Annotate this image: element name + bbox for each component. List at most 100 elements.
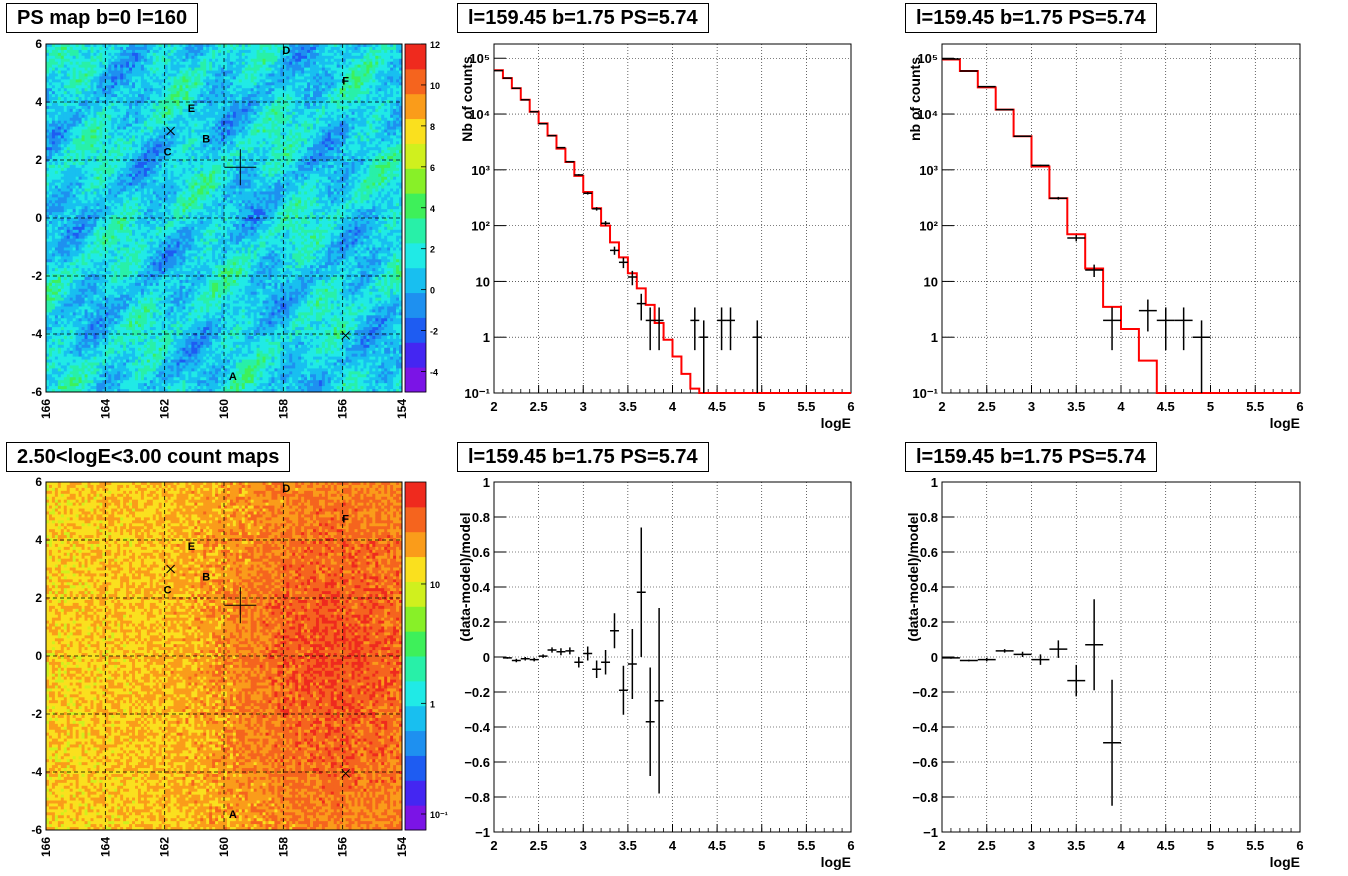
map-y-tick-label: -4 (31, 327, 42, 341)
residual-point (583, 647, 592, 661)
data-point (619, 258, 628, 268)
palette-band (405, 507, 426, 532)
map-y-tick-label: -4 (31, 765, 42, 779)
x-tick-label: 2.5 (978, 399, 996, 414)
y-tick-label: 1 (483, 330, 490, 345)
count-map-title: 2.50<logE<3.00 count maps (6, 442, 290, 472)
x-tick-label: 3 (1028, 399, 1035, 414)
palette-tick-label: 8 (430, 122, 435, 132)
y-tick-label: −0.4 (912, 720, 938, 735)
data-point (548, 135, 557, 136)
palette-band (405, 606, 426, 631)
map-x-tick-label: 166 (39, 837, 53, 857)
palette-tick-label: 12 (430, 40, 440, 50)
map-x-tick-label: 160 (217, 837, 231, 857)
y-tick-label: 0.8 (472, 510, 490, 525)
data-point (655, 307, 664, 350)
figure-canvas: 166 164 162 160 158 156 154-6-4-20246ABCDEF-4-… (0, 0, 1348, 876)
residual-point (619, 666, 628, 715)
map-x-tick-label: 154 (395, 837, 409, 857)
palette-band (405, 755, 426, 780)
data-point (1103, 307, 1121, 350)
data-point (699, 320, 708, 393)
source-marker-D: D (282, 45, 290, 57)
plot-frame-spectrum-coarse: 2 2.5 3 3.5 4 4.5 5 5.5 610⁻¹11010²10³10⁴10⁵logE… (907, 44, 1304, 431)
residual-point (521, 657, 530, 661)
palette-band (405, 342, 426, 367)
y-axis-label: (data-model)/model (457, 512, 473, 641)
x-tick-label: 6 (847, 399, 854, 414)
palette-band (405, 69, 426, 94)
palette-band (405, 706, 426, 731)
y-tick-label: −0.8 (464, 790, 490, 805)
data-point (610, 247, 619, 255)
residual-coarse-title: l=159.45 b=1.75 PS=5.74 (905, 442, 1157, 472)
y-tick-label: 0.4 (472, 580, 491, 595)
x-tick-label: 5 (1207, 838, 1214, 853)
palette-band (405, 44, 426, 69)
x-tick-label: 2 (490, 838, 497, 853)
palette-band (405, 94, 426, 119)
palette-band (405, 293, 426, 318)
y-tick-label: −0.4 (464, 720, 490, 735)
residual-point (610, 613, 619, 648)
y-tick-label: 10 (476, 274, 490, 289)
x-tick-label: 4 (669, 399, 677, 414)
palette-band (405, 557, 426, 582)
sky-map-counts: 166 164 162 160 158 156 154-6-4-20246ABCDEF101… (31, 475, 447, 857)
residual-point (628, 629, 637, 699)
x-tick-label: 3.5 (619, 399, 637, 414)
residual-point (646, 668, 655, 777)
map-y-tick-label: 0 (35, 649, 42, 663)
residual-fine-title: l=159.45 b=1.75 PS=5.74 (457, 442, 709, 472)
y-tick-label: 0.6 (920, 545, 938, 560)
x-tick-label: 5 (758, 399, 765, 414)
residual-point (1067, 665, 1085, 697)
palette-band (405, 317, 426, 342)
map-x-tick-label: 158 (276, 399, 290, 419)
x-axis-label: logE (1270, 415, 1300, 431)
spectrum-fine-title: l=159.45 b=1.75 PS=5.74 (457, 3, 709, 33)
y-tick-label: −0.6 (464, 755, 490, 770)
data-point (690, 307, 699, 350)
data-point (726, 307, 735, 350)
y-tick-label: 1 (483, 475, 490, 490)
palette-band (405, 367, 426, 392)
map-y-tick-label: -6 (31, 385, 42, 399)
data-point (637, 294, 646, 321)
y-tick-label: −0.6 (912, 755, 938, 770)
x-axis-label: logE (821, 415, 851, 431)
source-marker-D: D (282, 483, 290, 495)
residual-point (574, 657, 583, 668)
map-x-tick-label: 158 (276, 837, 290, 857)
residual-point (978, 658, 996, 662)
spectrum-coarse-title: l=159.45 b=1.75 PS=5.74 (905, 3, 1157, 33)
y-tick-label: 1 (931, 330, 938, 345)
y-tick-label: −1 (923, 825, 938, 840)
palette-band (405, 532, 426, 557)
source-marker-E: E (188, 103, 195, 115)
source-marker-F: F (342, 75, 349, 87)
y-tick-label: 0.6 (472, 545, 490, 560)
source-marker-C: C (164, 584, 172, 596)
x-tick-label: 5.5 (797, 838, 815, 853)
y-axis-label: Nb of counts (459, 56, 475, 142)
palette-band (405, 631, 426, 656)
y-tick-label: 0.4 (920, 580, 939, 595)
x-tick-label: 6 (847, 838, 854, 853)
x-tick-label: 4.5 (708, 399, 726, 414)
data-point (556, 147, 565, 148)
residual-point (1014, 652, 1032, 657)
x-tick-label: 2 (938, 399, 945, 414)
residual-point (1049, 640, 1067, 658)
data-point (753, 320, 762, 393)
data-point (1032, 165, 1050, 166)
y-tick-label: 0.2 (472, 615, 490, 630)
map-y-tick-label: 6 (35, 475, 42, 489)
x-tick-label: 5 (1207, 399, 1214, 414)
y-tick-label: 10⁻¹ (912, 386, 938, 401)
data-point (1139, 300, 1157, 332)
map-y-tick-label: -2 (31, 269, 42, 283)
